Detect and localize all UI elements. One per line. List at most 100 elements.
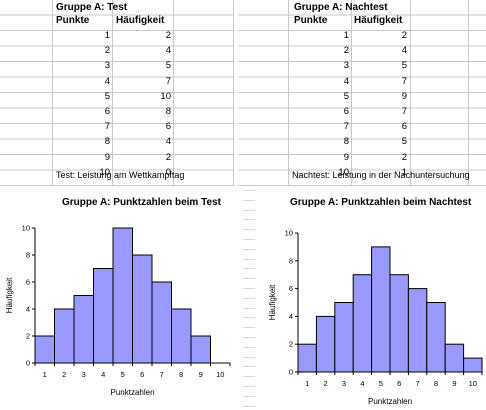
separator-tick [243,317,255,319]
cell-haeufigkeit: 9 [401,90,407,102]
x-tick-label: 9 [452,379,456,388]
cell-punkte: 8 [343,136,349,148]
cell-haeufigkeit: 0 [165,166,171,178]
bar [93,268,114,364]
separator-tick [243,337,255,338]
x-tick-label: 10 [469,379,477,388]
separator-tick [243,258,255,260]
separator-tick [243,346,255,348]
separator-tick [243,366,255,368]
cell-punkte: 4 [343,75,349,87]
separator-tick [243,327,255,329]
header-haeufigkeit: Häufigkeit [354,15,403,26]
separator-tick [243,386,255,387]
cell-punkte: 8 [104,136,110,148]
x-tick-label: 4 [101,370,105,379]
x-tick-label: 10 [216,370,224,379]
bar [444,343,465,373]
bar [407,288,428,373]
chart-title: Gruppe A: Punktzahlen beim Test [62,197,221,208]
x-tick-label: 9 [199,370,203,379]
y-axis-label: Häufigkeit [268,284,277,320]
y-tick-label: 4 [26,305,30,314]
separator-tick [243,219,255,221]
cell-haeufigkeit: 6 [165,121,171,133]
cell-punkte: 10 [338,166,349,178]
x-tick-label: 7 [416,379,420,388]
cell-punkte: 6 [343,106,349,117]
cell-haeufigkeit: 5 [401,136,407,148]
y-tick-label: 0 [289,368,293,377]
cell-haeufigkeit: 2 [401,30,407,41]
bar [389,274,409,373]
x-tick-label: 1 [305,379,309,388]
x-tick-label: 8 [179,370,183,379]
cell-punkte: 5 [104,90,110,102]
sheet-title: Gruppe A: Nachtest [294,2,388,13]
x-tick-label: 3 [342,379,346,388]
cell-haeufigkeit: 4 [165,45,171,57]
x-tick-label: 3 [82,370,86,379]
separator-tick [243,190,255,191]
separator-tick [243,307,255,309]
y-tick-label: 6 [26,278,30,287]
separator-tick [243,199,255,201]
separator-tick [243,405,255,407]
sheet-test: Gruppe A: Test Punkte Häufigkeit 1 2 2 4 3 5 4… [0,0,234,186]
chart-title: Gruppe A: Punktzahlen beim Nachtest [290,197,472,208]
cell-haeufigkeit: 2 [165,151,171,163]
column-divider [112,0,113,186]
x-tick-label: 6 [397,379,401,388]
column-divider [233,0,234,186]
bar [34,335,55,364]
bar [297,343,317,373]
cell-haeufigkeit: 1 [401,166,407,178]
cell-punkte: 1 [343,30,349,41]
cell-haeufigkeit: 7 [401,75,407,87]
y-tick-label: 8 [289,256,293,265]
cell-punkte: 4 [104,75,110,87]
column-divider [288,0,289,186]
cell-punkte: 7 [104,121,110,133]
y-tick-label: 0 [26,359,30,368]
sheet-title: Gruppe A: Test [56,2,128,13]
cell-haeufigkeit: 2 [165,30,171,41]
y-tick-label: 2 [26,332,30,341]
cell-punkte: 5 [343,90,349,102]
cell-punkte: 9 [104,151,110,163]
sheet-nachtest: Gruppe A: Nachtest Punkte Häufigkeit 1 2 2… [238,0,486,186]
y-axis-label: Häufigkeit [5,277,14,313]
cell-punkte: 9 [343,151,349,163]
cell-punkte: 10 [99,166,110,178]
header-punkte: Punkte [294,15,328,26]
cell-haeufigkeit: 5 [401,60,407,72]
bar [463,357,483,373]
cell-haeufigkeit: 5 [165,60,171,72]
cell-haeufigkeit: 10 [160,90,171,102]
bar [171,308,192,364]
separator-tick [243,229,255,231]
bar [352,274,373,373]
x-tick-label: 2 [324,379,328,388]
sheet-gridlines [0,0,234,186]
cell-haeufigkeit: 7 [401,106,407,117]
separator-tick [243,297,255,299]
separator-tick [243,248,255,250]
cell-punkte: 6 [104,106,110,117]
y-tick-label: 6 [289,284,293,293]
header-haeufigkeit: Häufigkeit [116,15,165,26]
bar [426,302,446,373]
cell-haeufigkeit: 4 [165,136,171,148]
bar [132,254,153,364]
header-punkte: Punkte [56,15,90,26]
separator-tick [243,209,255,211]
cell-punkte: 1 [104,30,110,41]
cell-haeufigkeit: 6 [401,121,407,133]
y-tick-label: 10 [285,229,293,238]
sheet-note: Nachtest: Leistung in der Nachuntersuchu… [292,170,470,180]
bar [371,246,391,373]
sheet-gridlines [238,0,486,186]
y-tick-label: 2 [289,340,293,349]
column-divider [52,0,53,186]
cell-punkte: 2 [343,45,349,57]
